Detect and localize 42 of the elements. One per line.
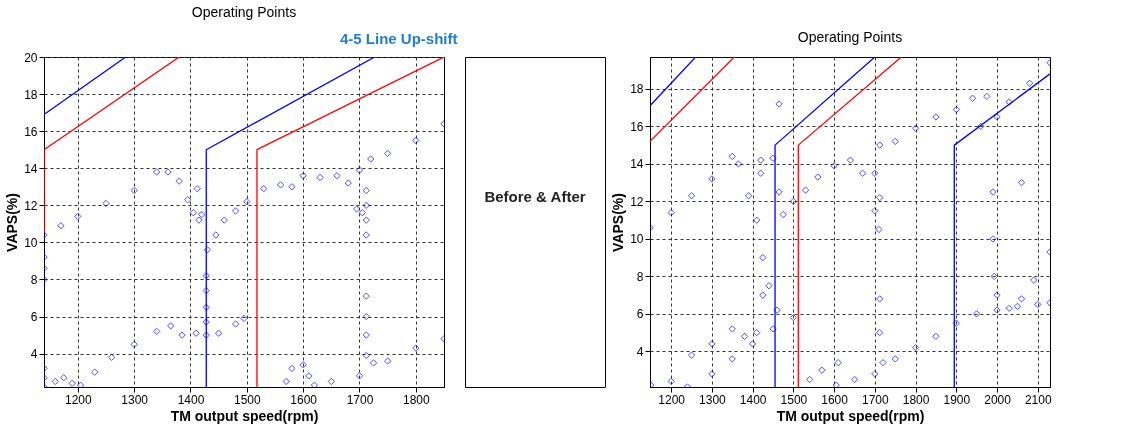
x-tick-label: 2100 xyxy=(1024,392,1052,407)
y-axis-title: VAPS(%) xyxy=(610,193,627,252)
text: 4-5 Line Up-shift xyxy=(340,30,458,47)
x-tick-label: 1300 xyxy=(699,392,727,407)
text: Before & After xyxy=(484,188,586,205)
x-tick-label: 1500 xyxy=(780,392,808,407)
y-tick-label: 12 xyxy=(630,194,644,209)
y-tick-label: 4 xyxy=(30,347,38,362)
y-tick-label: 8 xyxy=(30,272,38,287)
x-tick-label: 1500 xyxy=(233,392,261,407)
y-tick-label: 10 xyxy=(24,235,38,250)
x-tick-label: 1200 xyxy=(658,392,686,407)
y-axis-title: VAPS(%) xyxy=(4,193,21,252)
x-tick-label: 1600 xyxy=(290,392,318,407)
y-tick-label: 4 xyxy=(636,344,644,359)
y-tick-label: 16 xyxy=(630,119,644,134)
y-tick-label: 8 xyxy=(636,269,644,284)
y-tick-label: 14 xyxy=(24,161,38,176)
y-tick-label: 6 xyxy=(30,310,38,325)
x-tick-label: 1600 xyxy=(821,392,849,407)
y-tick-label: 6 xyxy=(636,307,644,322)
x-tick-label: 1300 xyxy=(121,392,149,407)
x-tick-label: 1700 xyxy=(346,392,374,407)
x-tick-label: 1400 xyxy=(739,392,767,407)
y-tick-label: 10 xyxy=(630,232,644,247)
x-axis-title: TM output speed(rpm) xyxy=(170,407,319,424)
y-tick-label: 18 xyxy=(24,87,38,102)
y-tick-label: 14 xyxy=(630,157,644,172)
x-tick-label: 1400 xyxy=(177,392,205,407)
x-tick-label: 1800 xyxy=(902,392,930,407)
x-tick-label: 1900 xyxy=(943,392,971,407)
x-tick-label: 2000 xyxy=(984,392,1012,407)
y-tick-label: 20 xyxy=(24,50,38,65)
x-axis-title: TM output speed(rpm) xyxy=(776,407,925,424)
x-tick-label: 1800 xyxy=(402,392,430,407)
chart-title: Operating Points xyxy=(797,29,903,45)
x-tick-label: 1700 xyxy=(862,392,890,407)
x-tick-label: 1200 xyxy=(64,392,92,407)
y-tick-label: 16 xyxy=(24,124,38,139)
y-tick-label: 12 xyxy=(24,198,38,213)
chart-title: Operating Points xyxy=(191,4,297,20)
y-tick-label: 18 xyxy=(630,82,644,97)
